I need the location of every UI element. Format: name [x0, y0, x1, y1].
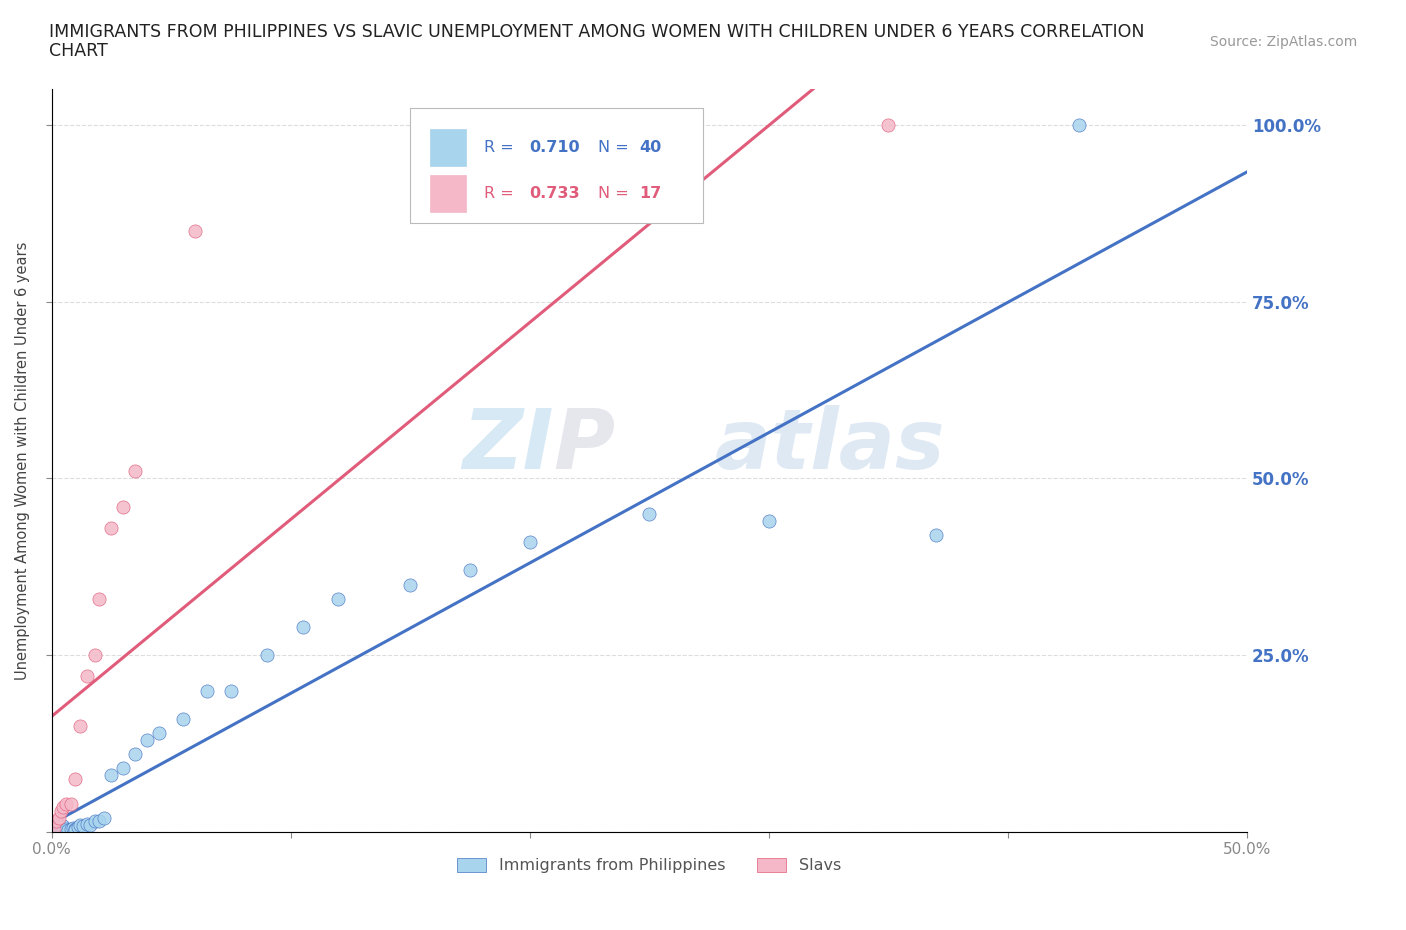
Point: [136, 733, 159, 748]
Point: [195, 684, 218, 698]
Point: [42, 821, 65, 836]
Point: [83, 648, 105, 663]
Text: 17: 17: [640, 186, 662, 201]
Point: [55, 823, 77, 838]
Text: ZI: ZI: [463, 405, 554, 486]
Point: [758, 513, 780, 528]
Point: [172, 711, 194, 726]
Text: P: P: [554, 405, 614, 486]
Point: [328, 591, 350, 606]
Text: 0.710: 0.710: [530, 140, 581, 154]
Text: R =: R =: [484, 140, 519, 154]
Point: [256, 648, 278, 663]
Point: [48, 822, 70, 837]
FancyBboxPatch shape: [411, 108, 703, 223]
Point: [76, 817, 98, 831]
Point: [93, 810, 115, 825]
Y-axis label: Unemployment Among Women with Children Under 6 years: Unemployment Among Women with Children U…: [15, 242, 30, 680]
Point: [76, 669, 98, 684]
Point: [638, 506, 661, 521]
Text: IMMIGRANTS FROM PHILIPPINES VS SLAVIC UNEMPLOYMENT AMONG WOMEN WITH CHILDREN UND: IMMIGRANTS FROM PHILIPPINES VS SLAVIC UN…: [49, 23, 1144, 41]
Text: N =: N =: [598, 186, 634, 201]
Point: [184, 223, 207, 238]
Bar: [430, 175, 467, 212]
Point: [55, 796, 77, 811]
Point: [291, 619, 314, 634]
Point: [124, 747, 146, 762]
Point: [1069, 117, 1091, 132]
Point: [49, 804, 72, 818]
Point: [65, 772, 87, 787]
Text: CHART: CHART: [49, 42, 108, 60]
Point: [66, 819, 89, 834]
Point: [52, 822, 75, 837]
Text: R =: R =: [484, 186, 519, 201]
Point: [124, 464, 146, 479]
Point: [79, 817, 101, 832]
Point: [877, 117, 900, 132]
Text: N =: N =: [598, 140, 634, 154]
Point: [42, 821, 65, 836]
Bar: [430, 128, 467, 166]
Point: [59, 796, 82, 811]
Point: [65, 822, 87, 837]
Point: [48, 810, 70, 825]
Legend: Immigrants from Philippines, Slavs: Immigrants from Philippines, Slavs: [451, 851, 848, 880]
Point: [89, 591, 111, 606]
Point: [89, 814, 111, 829]
Point: [925, 527, 948, 542]
Point: [112, 761, 135, 776]
Point: [112, 499, 135, 514]
Point: [65, 821, 87, 836]
Text: atlas: atlas: [714, 405, 946, 486]
Point: [45, 814, 67, 829]
Point: [83, 814, 105, 829]
Point: [72, 819, 94, 834]
Point: [219, 684, 242, 698]
Point: [58, 822, 80, 837]
Text: 40: 40: [640, 140, 662, 154]
Point: [59, 822, 82, 837]
Point: [55, 821, 77, 836]
Text: Source: ZipAtlas.com: Source: ZipAtlas.com: [1209, 35, 1357, 49]
Point: [52, 800, 75, 815]
Point: [100, 521, 122, 536]
Point: [62, 820, 84, 835]
Point: [69, 817, 91, 832]
Point: [52, 819, 75, 834]
Point: [49, 824, 72, 839]
Point: [399, 578, 422, 592]
Point: [69, 719, 91, 734]
Point: [100, 768, 122, 783]
Point: [519, 535, 541, 550]
Point: [148, 725, 170, 740]
Point: [49, 822, 72, 837]
Point: [45, 823, 67, 838]
Text: 0.733: 0.733: [530, 186, 581, 201]
Point: [458, 563, 481, 578]
